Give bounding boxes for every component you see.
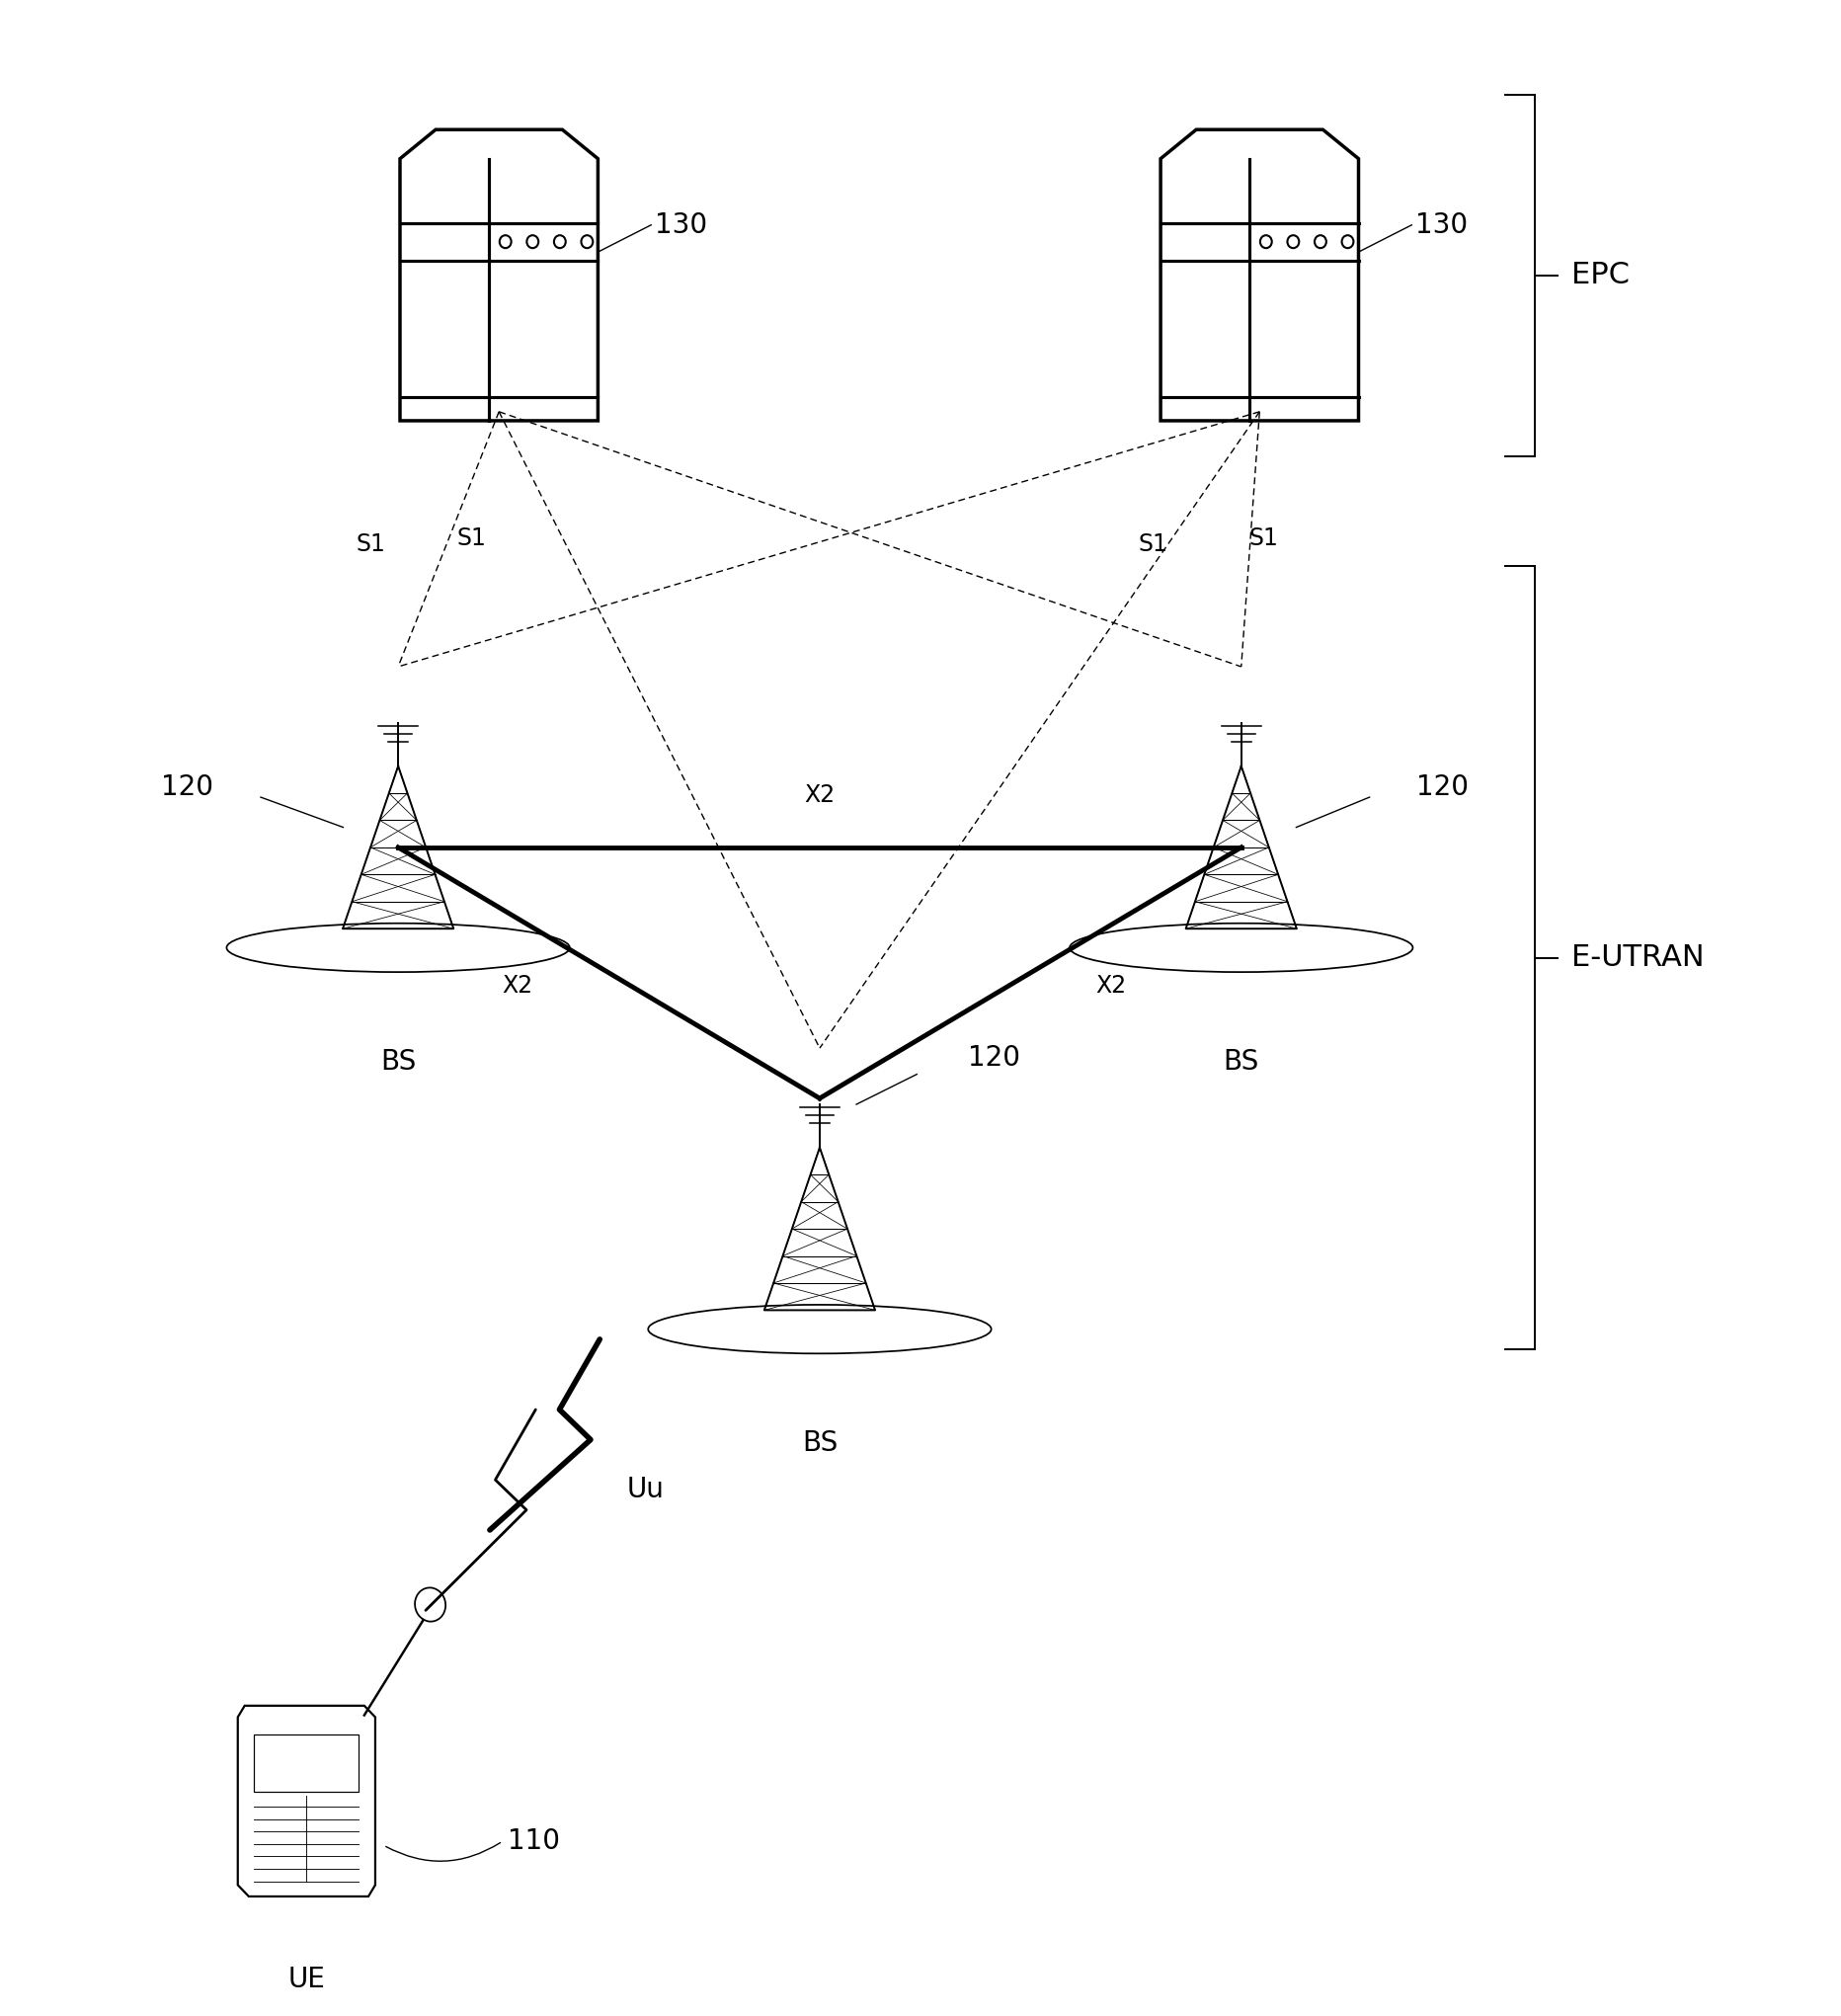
Text: UE: UE — [287, 1966, 326, 1994]
Text: Uu: Uu — [628, 1476, 665, 1504]
Text: BS: BS — [1222, 1048, 1259, 1077]
Text: 120: 120 — [162, 774, 214, 800]
Text: 110: 110 — [508, 1826, 560, 1855]
Text: BS: BS — [381, 1048, 416, 1077]
Text: E-UTRAN: E-UTRAN — [1570, 943, 1705, 972]
Text: S1: S1 — [355, 532, 385, 556]
Text: X2: X2 — [1095, 974, 1127, 998]
Text: X2: X2 — [503, 974, 532, 998]
Text: 130: 130 — [655, 212, 707, 238]
Text: S1: S1 — [1138, 532, 1167, 556]
Text: X2: X2 — [805, 784, 836, 806]
Text: S1: S1 — [457, 526, 486, 550]
Text: 130: 130 — [1416, 212, 1467, 238]
Text: 120: 120 — [968, 1044, 1020, 1073]
Text: BS: BS — [803, 1429, 838, 1458]
Text: S1: S1 — [1248, 526, 1278, 550]
Text: EPC: EPC — [1570, 260, 1629, 290]
Text: 120: 120 — [1418, 774, 1469, 800]
